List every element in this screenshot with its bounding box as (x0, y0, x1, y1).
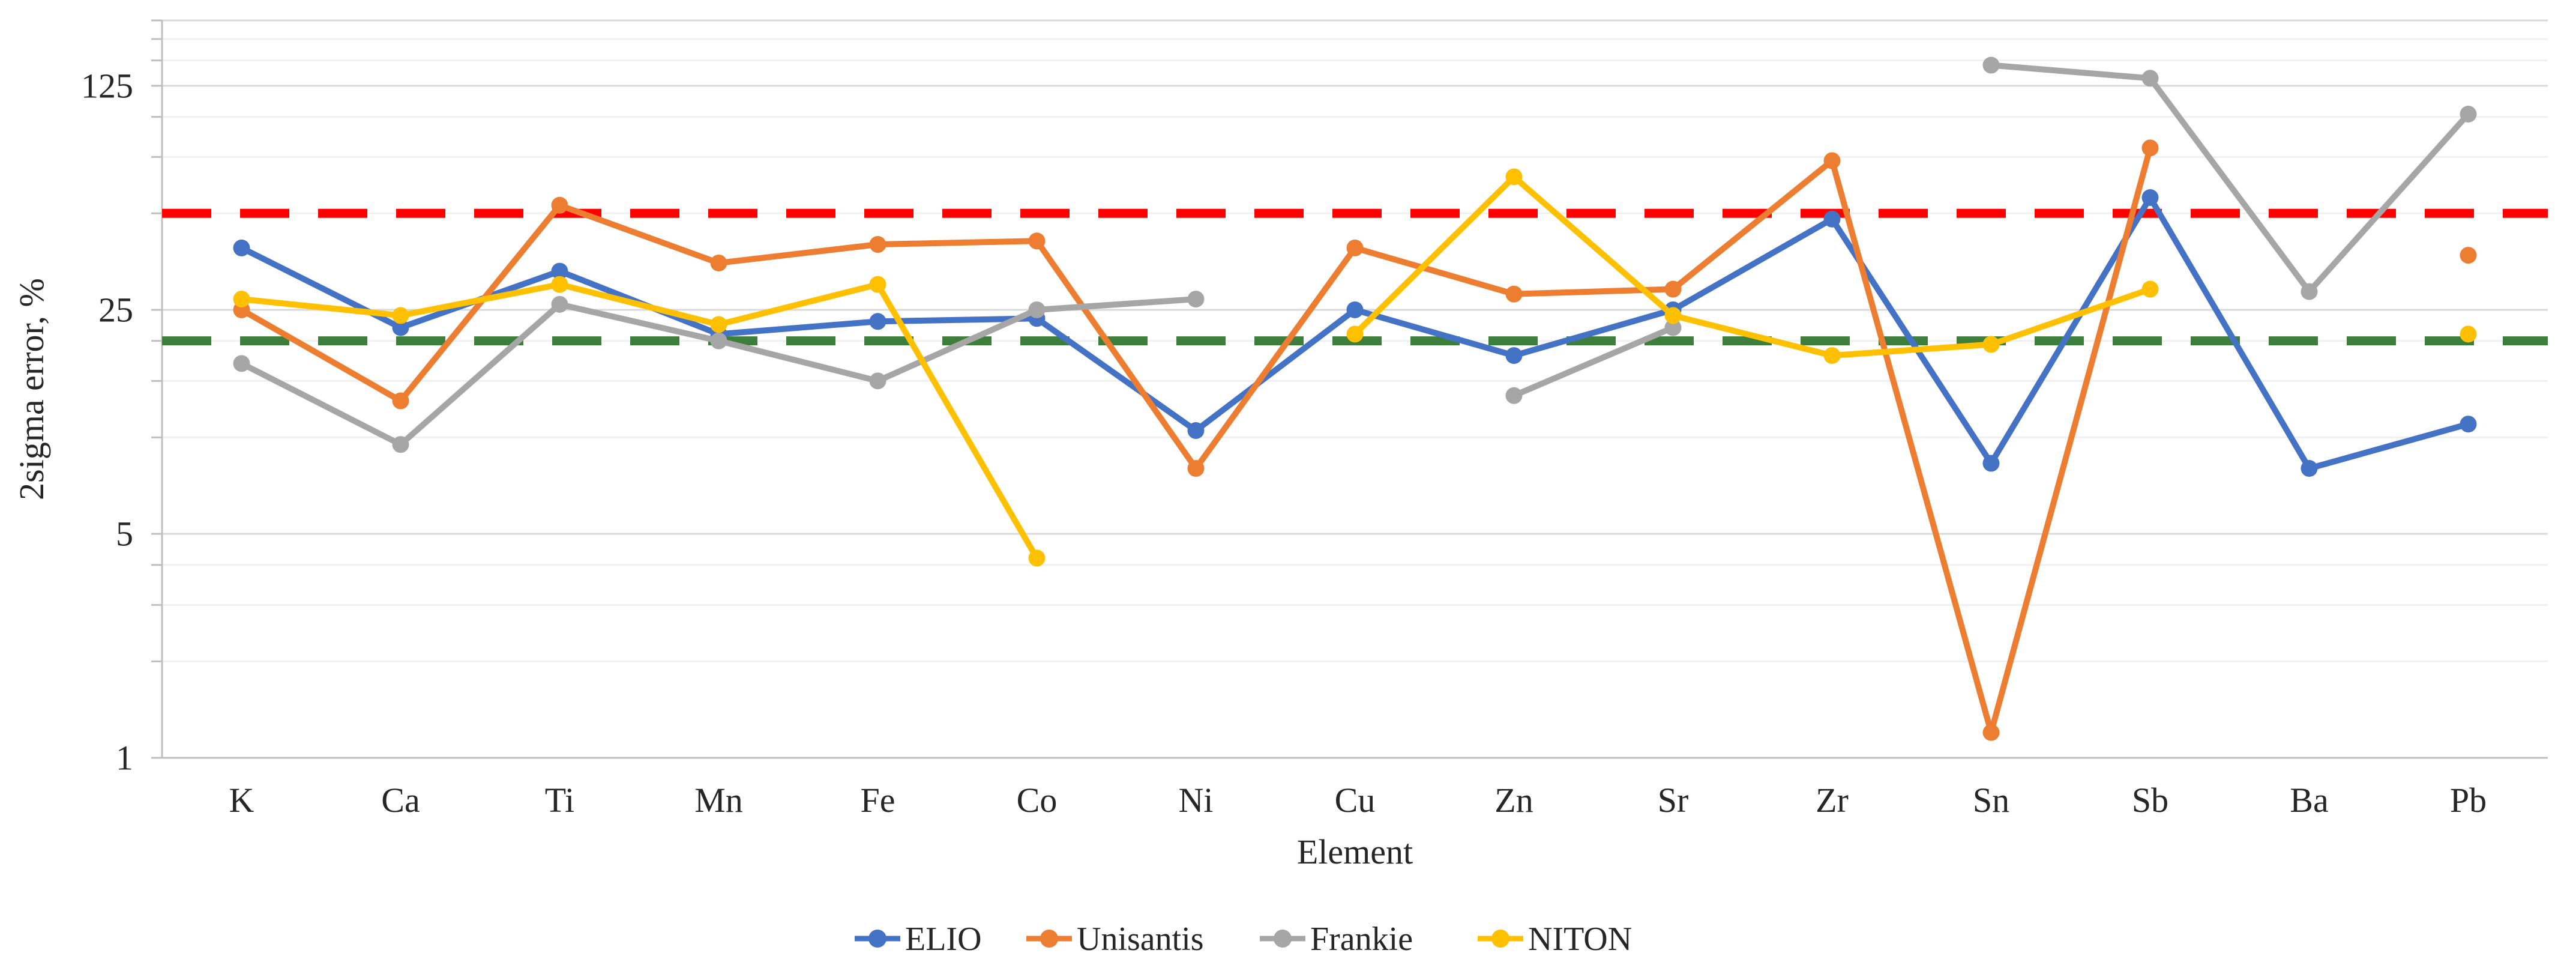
data-point-ELIO-K (233, 239, 250, 256)
reference-lines (162, 208, 2548, 346)
data-point-ELIO-Sb (2141, 189, 2159, 207)
y-tick-label: 1 (116, 739, 133, 778)
legend-item-Unisantis: Unisantis (1026, 921, 1204, 958)
data-point-Frankie-Fe (869, 372, 886, 390)
x-tick-label: Cu (1335, 781, 1376, 820)
data-point-ELIO-Fe (869, 313, 886, 330)
legend-label: Unisantis (1077, 921, 1204, 958)
legend-label: Frankie (1310, 921, 1413, 958)
data-point-NITON-Cu (1346, 325, 1364, 343)
data-point-Frankie-Sr (1664, 319, 1682, 336)
x-axis-title: Element (1297, 832, 1413, 871)
y-tick-label: 5 (116, 515, 133, 554)
data-point-ELIO-Ti (551, 262, 568, 280)
data-point-NITON-Co (1028, 549, 1046, 567)
x-tick-label: Co (1017, 781, 1058, 820)
data-point-Unisantis-Zr (1823, 152, 1841, 169)
x-tick-label: Ti (545, 781, 575, 820)
x-tick-label: Mn (694, 781, 743, 820)
x-tick-label: Sr (1658, 781, 1689, 820)
series-line-Frankie (1988, 62, 2472, 295)
legend-item-NITON: NITON (1478, 921, 1632, 958)
series-line-NITON (1352, 174, 2153, 359)
x-tick-label: Pb (2450, 781, 2487, 820)
x-tick-label: Ca (381, 781, 420, 820)
legend-marker-icon (1274, 930, 1292, 948)
data-point-Unisantis-Sb (2141, 139, 2159, 157)
data-point-ELIO-Ni (1187, 422, 1205, 440)
x-tick-label: Zr (1816, 781, 1849, 820)
data-point-NITON-Mn (710, 316, 727, 333)
data-point-NITON-Sn (1982, 336, 2000, 353)
x-tick-label: Sn (1973, 781, 2009, 820)
data-point-Frankie-Ti (551, 295, 568, 313)
data-point-NITON-Pb (2460, 325, 2477, 343)
data-point-NITON-Zr (1823, 347, 1841, 365)
data-point-Frankie-Zn (1505, 387, 1523, 404)
data-point-ELIO-Sn (1982, 455, 2000, 472)
legend-item-ELIO: ELIO (855, 921, 982, 958)
data-point-Frankie-Sb (2141, 70, 2159, 87)
data-point-NITON-Sb (2141, 280, 2159, 298)
x-tick-label: Fe (861, 781, 895, 820)
legend-marker-icon (868, 930, 886, 948)
data-point-Frankie-Ca (392, 436, 409, 453)
legend-label: NITON (1528, 921, 1632, 958)
x-tick-label: Sb (2132, 781, 2168, 820)
data-point-Unisantis-Sn (1982, 724, 2000, 741)
data-point-Unisantis-Fe (869, 236, 886, 253)
data-point-Unisantis-Co (1028, 232, 1046, 250)
y-tick-labels: 125 25 5 1 (81, 67, 133, 778)
data-point-Frankie-K (233, 355, 250, 372)
data-point-Frankie-Sn (1982, 56, 2000, 74)
data-point-Frankie-Ba (2301, 283, 2318, 300)
data-point-NITON-Ca (392, 307, 409, 324)
data-point-Frankie-Co (1028, 301, 1046, 318)
data-point-NITON-Zn (1505, 168, 1523, 186)
data-point-ELIO-Zn (1505, 347, 1523, 365)
data-point-NITON-Fe (869, 276, 886, 293)
data-point-Unisantis-Ni (1187, 460, 1205, 477)
data-point-Frankie-Pb (2460, 106, 2477, 123)
data-point-ELIO-Ba (2301, 460, 2318, 477)
data-point-Unisantis-Mn (710, 254, 727, 271)
axes (151, 19, 2548, 759)
series-line-NITON (238, 281, 1040, 561)
data-point-ELIO-Pb (2460, 416, 2477, 433)
x-tick-labels: K Ca Ti Mn Fe Co Ni Cu Zn Sr Zr Sn Sb Ba Pb (229, 781, 2487, 820)
series-line-Unisantis (238, 145, 2153, 736)
series-line-Frankie (1511, 324, 1676, 399)
legend-item-Frankie: Frankie (1260, 921, 1413, 958)
data-point-Unisantis-Cu (1346, 239, 1364, 256)
legend-label: ELIO (905, 921, 982, 958)
data-point-ELIO-Zr (1823, 210, 1841, 228)
legend: ELIO Unisantis Frankie NITON (855, 921, 1632, 958)
x-tick-label: Ni (1179, 781, 1214, 820)
data-point-NITON-K (233, 291, 250, 308)
series-Frankie (233, 56, 2477, 453)
data-point-Unisantis-Ti (551, 196, 568, 214)
y-tick-label: 25 (98, 291, 133, 330)
legend-marker-icon (1040, 930, 1058, 948)
data-point-Unisantis-Ca (392, 392, 409, 410)
data-point-Frankie-Ni (1187, 291, 1205, 308)
data-point-Unisantis-Sr (1664, 280, 1682, 298)
data-point-NITON-Ti (551, 276, 568, 293)
x-tick-label: Ba (2290, 781, 2328, 820)
data-point-Unisantis-Zn (1505, 285, 1523, 303)
x-tick-label: K (229, 781, 254, 820)
legend-marker-icon (1491, 930, 1509, 948)
series-Unisantis (233, 139, 2477, 741)
data-point-NITON-Sr (1664, 307, 1682, 324)
y-axis-title: 2sigma error, % (12, 278, 51, 500)
y-tick-label: 125 (81, 67, 133, 106)
x-tick-label: Zn (1494, 781, 1533, 820)
data-point-ELIO-Ca (392, 319, 409, 336)
data-point-Frankie-Mn (710, 332, 727, 349)
data-point-Unisantis-Pb (2460, 247, 2477, 264)
data-point-ELIO-Cu (1346, 301, 1364, 318)
series-NITON (233, 168, 2477, 567)
